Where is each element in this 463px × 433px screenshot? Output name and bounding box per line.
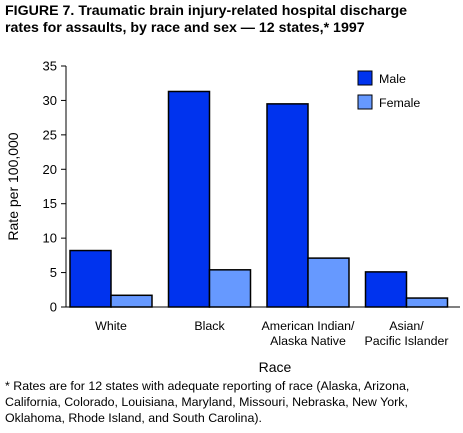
bar-female <box>405 297 449 308</box>
chart-title: FIGURE 7. Traumatic brain injury-related… <box>5 3 460 37</box>
footnote-line-3: Oklahoma, Rhode Island, and South Caroli… <box>5 411 262 425</box>
chart-title-line-1: FIGURE 7. Traumatic brain injury-related… <box>5 3 408 19</box>
chart-title-line-2: rates for assaults, by race and sex — 12… <box>5 20 365 36</box>
y-tick-label: 30 <box>43 93 57 108</box>
footnote-line-1: * Rates are for 12 states with adequate … <box>5 379 410 393</box>
legend-swatch-male <box>357 70 373 86</box>
x-tick-label: White <box>95 319 127 333</box>
bar-female <box>208 269 252 308</box>
legend-label-female: Female <box>379 96 420 110</box>
x-tick-label: Black <box>194 319 225 333</box>
bar-male <box>266 103 309 308</box>
legend-swatch-female <box>357 94 373 110</box>
x-tick-label: Alaska Native <box>270 334 346 348</box>
bar-female <box>110 294 153 308</box>
y-tick-label: 20 <box>43 162 57 177</box>
legend-label-male: Male <box>379 72 406 86</box>
y-tick-label: 35 <box>43 59 57 74</box>
bar-female <box>307 257 350 308</box>
bar-male <box>167 90 211 308</box>
y-tick-label: 15 <box>43 196 57 211</box>
y-tick-label: 0 <box>50 300 57 315</box>
footnote: * Rates are for 12 states with adequate … <box>5 378 460 426</box>
footnote-line-2: California, Colorado, Louisiana, Marylan… <box>5 395 408 409</box>
y-tick-label: 5 <box>50 265 57 280</box>
bar-chart: 0 5 10 15 20 25 30 35 Rate per 100,000 White Black… <box>5 59 460 375</box>
x-tick-label: Asian/ <box>389 319 424 333</box>
x-axis-label: Race <box>259 359 292 375</box>
bar-male <box>364 271 408 308</box>
y-axis-label: Rate per 100,000 <box>5 132 21 240</box>
y-tick-label: 25 <box>43 127 57 142</box>
y-tick-label: 10 <box>43 231 57 246</box>
x-tick-label: American Indian/ <box>262 319 356 333</box>
x-tick-label: Pacific Islander <box>364 334 448 348</box>
bar-male <box>69 249 112 308</box>
